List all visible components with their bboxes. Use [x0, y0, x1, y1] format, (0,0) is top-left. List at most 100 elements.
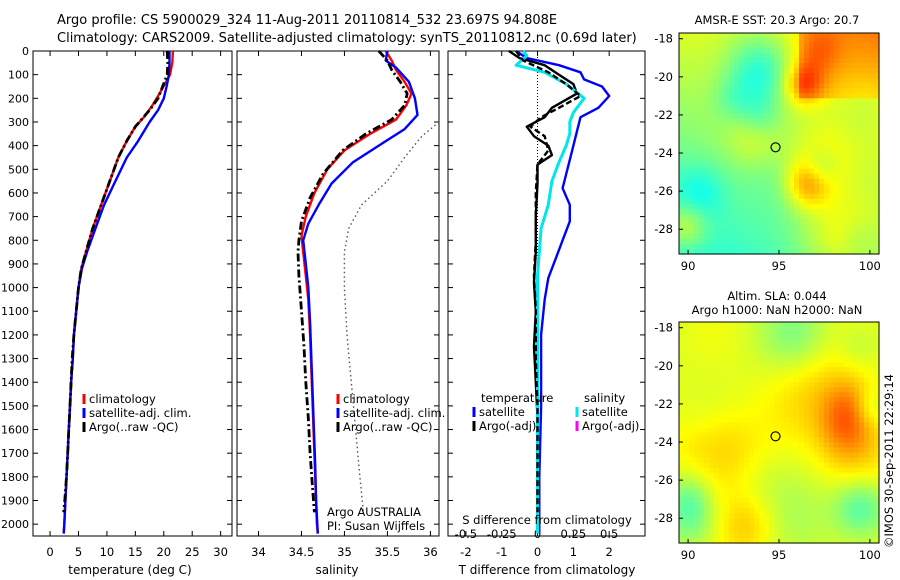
map-cell [794, 63, 800, 69]
map-cell [834, 83, 840, 89]
map-cell [749, 118, 755, 125]
map-cell [764, 372, 770, 378]
map-cell [859, 357, 865, 363]
map-cell [854, 457, 860, 464]
map-cell [794, 193, 800, 200]
map-cell [724, 492, 730, 499]
map-cell [859, 153, 865, 160]
map-cell [689, 43, 695, 49]
map-cell [724, 58, 730, 64]
map-cell [874, 382, 880, 388]
map-cell [714, 512, 720, 519]
map-cell [684, 98, 690, 104]
map-cell [829, 183, 835, 190]
map-cell [839, 527, 845, 534]
map-cell [864, 183, 870, 190]
map-cell [799, 477, 805, 484]
map-cell [789, 507, 795, 514]
map-cell [694, 238, 700, 245]
map-cell [839, 377, 845, 383]
map-cell [774, 178, 780, 185]
map-cell [764, 238, 770, 245]
map-cell [699, 128, 705, 135]
map-cell [739, 512, 745, 519]
map-cell [784, 188, 790, 195]
map-cell [694, 382, 700, 388]
map-cell [704, 118, 710, 125]
map-cell [709, 327, 715, 333]
map-cell [824, 178, 830, 185]
map-cell [774, 467, 780, 474]
map-cell [729, 527, 735, 534]
map-cell [719, 38, 725, 44]
map-cell [724, 198, 730, 205]
map-cell [814, 507, 820, 514]
map-cell [754, 452, 760, 459]
map-cell [824, 477, 830, 484]
map-cell [789, 68, 795, 74]
map-cell [744, 337, 750, 343]
map-cell [769, 352, 775, 358]
map-cell [864, 397, 870, 403]
map-cell [779, 228, 785, 235]
map-cell [799, 502, 805, 509]
map-cell [824, 527, 830, 534]
map-cell [764, 482, 770, 489]
map-cell [739, 387, 745, 393]
map-cell [864, 532, 870, 539]
map-cell [694, 377, 700, 383]
map-cell [859, 78, 865, 84]
map-cell [684, 63, 690, 69]
map-cell [784, 527, 790, 534]
map-cell [864, 168, 870, 175]
map-cell [779, 48, 785, 54]
map-cell [714, 522, 720, 529]
map-cell [789, 472, 795, 479]
map-cell [814, 123, 820, 130]
map-cell [789, 223, 795, 230]
map-cell [779, 477, 785, 484]
map-cell [769, 153, 775, 160]
map-cell [854, 357, 860, 363]
map-cell [859, 427, 865, 434]
map-cell [789, 153, 795, 160]
map-cell [749, 357, 755, 363]
map-cell [794, 487, 800, 494]
map-cell [849, 83, 855, 89]
map-cell [814, 163, 820, 170]
map-cell [689, 33, 695, 39]
map-cell [784, 33, 790, 39]
map-cell [804, 402, 810, 408]
map-cell [754, 337, 760, 343]
map-cell [734, 58, 740, 64]
map-cell [719, 108, 725, 114]
map-cell [724, 362, 730, 368]
map-cell [744, 238, 750, 245]
map-cell [844, 113, 850, 119]
map-cell [864, 322, 870, 328]
map-cell [724, 522, 730, 529]
map-cell [789, 397, 795, 403]
map-cell [684, 507, 690, 514]
map-cell [679, 178, 685, 185]
map-cell [744, 442, 750, 449]
map-cell [714, 327, 720, 333]
map-cell [859, 332, 865, 338]
map-cell [759, 63, 765, 69]
map-cell [809, 153, 815, 160]
map-cell [744, 332, 750, 338]
map-cell [729, 382, 735, 388]
map-cell [779, 512, 785, 519]
map-cell [724, 93, 730, 99]
map-cell [869, 427, 875, 434]
map-cell [734, 163, 740, 170]
map-cell [744, 487, 750, 494]
map-cell [834, 492, 840, 499]
map-cell [729, 73, 735, 79]
map-cell [839, 477, 845, 484]
map-cell [839, 362, 845, 368]
map-cell [809, 203, 815, 210]
map-cell [844, 327, 850, 333]
map-cell [869, 342, 875, 348]
map-cell [869, 452, 875, 459]
